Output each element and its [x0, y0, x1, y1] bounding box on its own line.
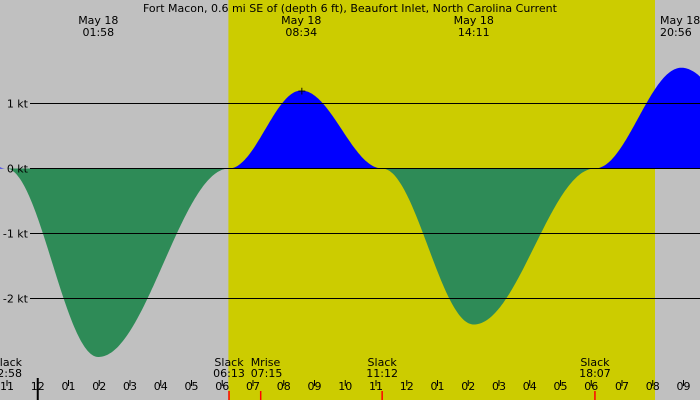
event-label: Slack: [0, 356, 23, 369]
x-tick-label: 02: [92, 380, 106, 393]
x-tick-label: 07: [615, 380, 629, 393]
current-area-layer: [0, 67, 700, 357]
x-tick-label: 09: [308, 380, 322, 393]
y-tick-label: 1 kt: [7, 98, 29, 111]
chart-title: Fort Macon, 0.6 mi SE of (depth 6 ft), B…: [143, 2, 558, 15]
x-tick-label: 05: [185, 380, 199, 393]
event-time: 18:07: [579, 367, 611, 380]
top-date-label: May 18: [78, 14, 118, 27]
x-tick-label: 01: [62, 380, 76, 393]
gridline-layer: [30, 103, 700, 299]
top-date-label: May 18: [281, 14, 321, 27]
x-tick-label: 01: [431, 380, 445, 393]
x-tick-label: 04: [154, 380, 168, 393]
peak-marker: +: [297, 85, 306, 98]
top-date-label: May 18: [454, 14, 494, 27]
event-label: Mrise: [251, 356, 281, 369]
event-label: Slack: [580, 356, 610, 369]
x-tick-label: 03: [123, 380, 137, 393]
x-tick-label: 04: [523, 380, 537, 393]
flood-area-1: [230, 90, 382, 169]
x-tick-label: 03: [492, 380, 506, 393]
top-time-label: 08:34: [285, 26, 317, 39]
x-tick-label: 06: [584, 380, 598, 393]
x-tick-label: 08: [646, 380, 660, 393]
top-time-label: 20:56: [660, 26, 692, 39]
flood-area-2: [595, 67, 700, 169]
y-tick-label: -1 kt: [3, 228, 29, 241]
top-time-label: 01:58: [82, 26, 114, 39]
x-tick-label: 05: [554, 380, 568, 393]
x-tick-label: 06: [215, 380, 229, 393]
event-time: 06:13: [213, 367, 245, 380]
x-tick-label: 10: [338, 380, 352, 393]
flood-area-0: [0, 167, 6, 169]
event-time: 11:12: [366, 367, 398, 380]
ebb-area-1: [383, 168, 594, 325]
event-time: 22:58: [0, 367, 22, 380]
x-tick-label: 09: [677, 380, 691, 393]
ebb-area-0: [7, 168, 229, 357]
y-tick-label: 0 kt: [7, 163, 29, 176]
x-tick-label: 11: [0, 380, 14, 393]
top-time-label: 14:11: [458, 26, 490, 39]
x-tick-label: 11: [369, 380, 383, 393]
x-tick-label: 12: [400, 380, 414, 393]
event-time: 07:15: [251, 367, 283, 380]
event-label: Slack: [214, 356, 244, 369]
y-tick-label: -2 kt: [3, 293, 29, 306]
x-tick-label: 08: [277, 380, 291, 393]
x-tick-label: 07: [246, 380, 260, 393]
event-label: Slack: [368, 356, 398, 369]
x-tick-label: 02: [461, 380, 475, 393]
top-date-label: May 18: [660, 14, 700, 27]
